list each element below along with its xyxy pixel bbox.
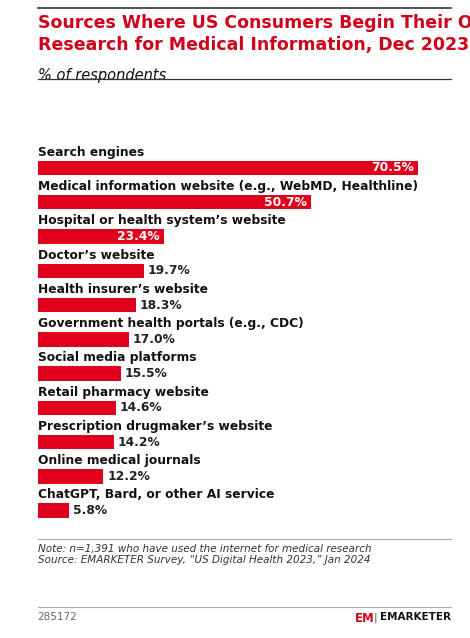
Text: 285172: 285172 <box>38 612 78 623</box>
Text: Government health portals (e.g., CDC): Government health portals (e.g., CDC) <box>38 317 303 330</box>
Text: 5.8%: 5.8% <box>73 504 107 517</box>
Bar <box>38 229 164 244</box>
Text: Social media platforms: Social media platforms <box>38 352 196 364</box>
Text: ChatGPT, Bard, or other AI service: ChatGPT, Bard, or other AI service <box>38 489 274 501</box>
Bar <box>38 298 136 312</box>
Text: Online medical journals: Online medical journals <box>38 454 200 467</box>
Bar <box>38 332 129 346</box>
Text: Health insurer’s website: Health insurer’s website <box>38 283 208 296</box>
Bar <box>38 435 114 449</box>
Text: Doctor’s website: Doctor’s website <box>38 249 154 262</box>
Text: EMARKETER: EMARKETER <box>380 612 451 623</box>
Text: 17.0%: 17.0% <box>133 333 176 346</box>
Text: Medical information website (e.g., WebMD, Healthline): Medical information website (e.g., WebMD… <box>38 180 418 193</box>
Text: 15.5%: 15.5% <box>125 367 168 380</box>
Text: EM: EM <box>355 612 375 625</box>
Bar <box>38 366 121 381</box>
Bar <box>38 161 417 175</box>
Text: 50.7%: 50.7% <box>264 196 307 209</box>
Text: Search engines: Search engines <box>38 145 144 159</box>
Bar <box>38 195 311 209</box>
Text: 14.6%: 14.6% <box>120 401 163 414</box>
Text: 70.5%: 70.5% <box>371 161 414 174</box>
Text: 18.3%: 18.3% <box>140 299 183 311</box>
Text: % of respondents: % of respondents <box>38 68 166 84</box>
Text: 12.2%: 12.2% <box>107 470 150 483</box>
Text: Retail pharmacy website: Retail pharmacy website <box>38 385 209 399</box>
Bar <box>38 401 116 415</box>
Text: 23.4%: 23.4% <box>118 230 160 243</box>
Bar <box>38 263 144 278</box>
Text: |: | <box>374 612 377 623</box>
Text: Hospital or health system’s website: Hospital or health system’s website <box>38 214 285 227</box>
Text: 19.7%: 19.7% <box>148 264 190 278</box>
Text: Sources Where US Consumers Begin Their Online
Research for Medical Information, : Sources Where US Consumers Begin Their O… <box>38 14 470 54</box>
Bar <box>38 469 103 484</box>
Text: Note: n=1,391 who have used the internet for medical research
Source: EMARKETER : Note: n=1,391 who have used the internet… <box>38 544 371 565</box>
Text: 14.2%: 14.2% <box>118 436 161 449</box>
Bar <box>38 503 69 518</box>
Text: Prescription drugmaker’s website: Prescription drugmaker’s website <box>38 420 272 433</box>
